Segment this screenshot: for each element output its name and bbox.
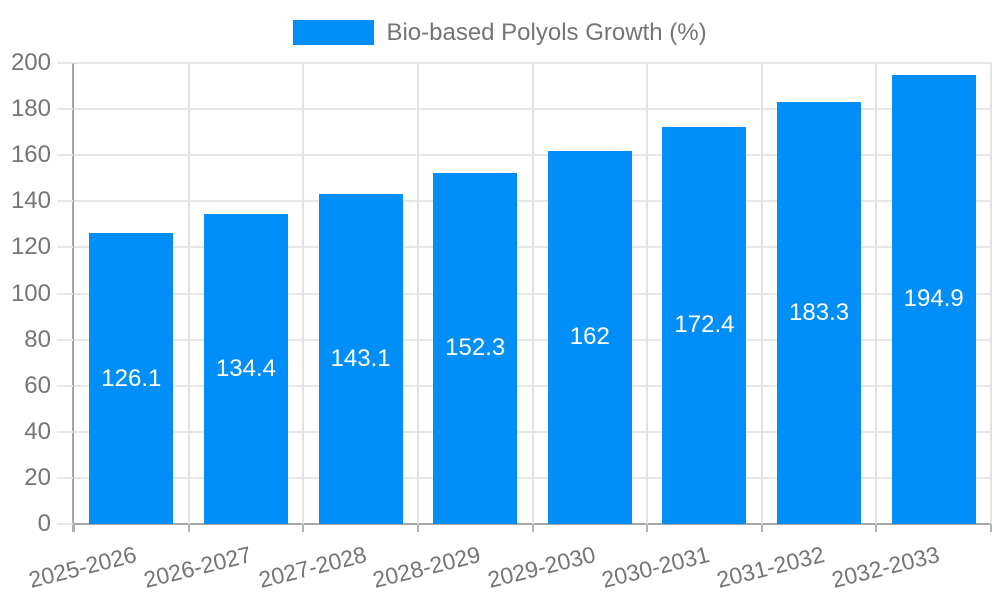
bar-value-label: 172.4 — [674, 311, 735, 339]
bar-value-label: 134.4 — [215, 355, 276, 383]
y-tick — [57, 384, 73, 387]
y-axis-line — [72, 63, 74, 532]
y-axis-tick-label: 140 — [10, 187, 51, 215]
x-axis-category-label: 2026-2027 — [140, 541, 254, 593]
y-tick — [57, 200, 73, 203]
x-gridline — [990, 63, 992, 524]
bar[interactable]: 143.1 — [318, 194, 403, 524]
x-axis-category-label: 2029-2030 — [484, 541, 598, 593]
bar-value-label: 183.3 — [789, 298, 850, 326]
y-tick — [57, 430, 73, 433]
bar-value-label: 194.9 — [903, 285, 964, 313]
y-axis-tick-label: 60 — [24, 371, 51, 399]
legend-label: Bio-based Polyols Growth (%) — [386, 19, 707, 46]
y-axis-tick-label: 120 — [10, 233, 51, 261]
x-tick — [531, 524, 534, 532]
legend[interactable]: Bio-based Polyols Growth (%) — [0, 20, 1000, 45]
x-gridline — [760, 63, 763, 524]
y-axis-tick-label: 0 — [37, 510, 51, 537]
bar[interactable]: 126.1 — [89, 233, 174, 524]
x-tick — [302, 524, 305, 532]
x-tick — [646, 524, 649, 532]
bar-value-label: 143.1 — [330, 345, 391, 373]
bar[interactable]: 183.3 — [777, 101, 862, 524]
x-tick — [187, 524, 190, 532]
y-axis-tick-label: 160 — [10, 141, 51, 169]
bar[interactable]: 134.4 — [203, 214, 288, 524]
y-axis-tick-label: 100 — [10, 279, 51, 307]
y-tick — [57, 523, 73, 525]
x-gridline — [416, 63, 419, 524]
x-tick — [875, 524, 878, 532]
y-axis-tick-label: 80 — [24, 325, 51, 353]
y-tick — [57, 338, 73, 341]
y-tick — [57, 108, 73, 111]
x-axis-category-label: 2027-2028 — [255, 541, 369, 593]
x-axis-category-label: 2028-2029 — [370, 541, 484, 593]
x-gridline — [531, 63, 534, 524]
x-axis-category-label: 2031-2032 — [714, 541, 828, 593]
y-tick — [57, 62, 73, 64]
x-gridline — [187, 63, 190, 524]
bar-value-label: 152.3 — [445, 334, 506, 362]
y-axis-tick-label: 180 — [10, 95, 51, 123]
bar[interactable]: 194.9 — [891, 74, 976, 524]
x-tick — [73, 524, 75, 532]
x-gridline — [646, 63, 649, 524]
x-gridline — [875, 63, 878, 524]
x-tick — [760, 524, 763, 532]
legend-swatch-icon — [293, 20, 375, 45]
x-axis-category-label: 2032-2033 — [828, 541, 942, 593]
x-axis-category-label: 2025-2026 — [26, 541, 140, 593]
y-axis-tick-label: 40 — [24, 417, 51, 445]
y-axis-tick-label: 200 — [10, 49, 51, 76]
y-tick — [57, 476, 73, 479]
bar[interactable]: 172.4 — [662, 126, 747, 524]
y-tick — [57, 154, 73, 157]
bar[interactable]: 162 — [547, 150, 632, 524]
bar-value-label: 162 — [569, 323, 610, 351]
y-tick — [57, 246, 73, 249]
bar-value-label: 126.1 — [101, 364, 162, 392]
x-tick — [416, 524, 419, 532]
bar[interactable]: 152.3 — [433, 172, 518, 524]
x-tick — [990, 524, 992, 532]
y-axis-tick-label: 20 — [24, 463, 51, 491]
x-gridline — [302, 63, 305, 524]
y-tick — [57, 292, 73, 295]
x-axis-category-label: 2030-2031 — [599, 541, 713, 593]
plot-area: 0 20 40 60 80 100 120 140 160 180 200 126.1 2025-202… — [11, 51, 992, 593]
